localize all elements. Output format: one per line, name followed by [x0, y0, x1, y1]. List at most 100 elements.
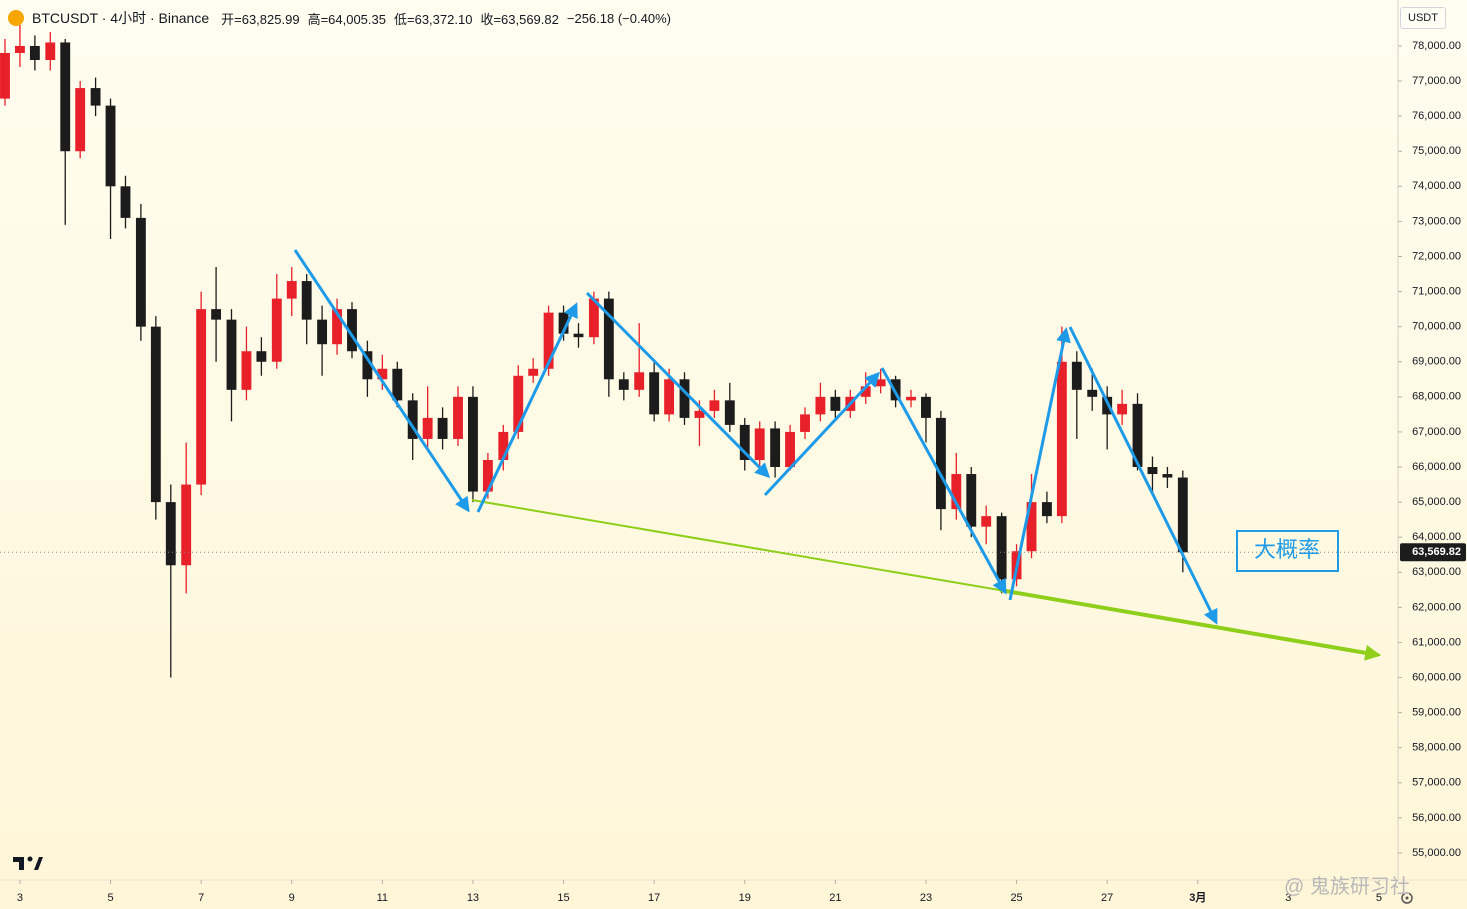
candle-body [996, 516, 1007, 580]
candle-body [1162, 474, 1173, 478]
candle-body [1056, 361, 1067, 517]
y-tick-label: 59,000.00 [1412, 707, 1461, 719]
candle-body [14, 45, 25, 53]
candle-body [679, 379, 690, 418]
candle-body [29, 45, 40, 60]
candle-body [966, 474, 977, 527]
y-tick-label: 56,000.00 [1412, 812, 1461, 824]
y-tick-label: 78,000.00 [1412, 40, 1461, 52]
candle-body [558, 312, 569, 334]
candle-body [60, 42, 71, 152]
y-tick-label: 55,000.00 [1412, 847, 1461, 859]
y-tick-label: 62,000.00 [1412, 601, 1461, 613]
y-tick-label: 77,000.00 [1412, 75, 1461, 87]
candle-body [75, 88, 86, 152]
candle-body [105, 105, 116, 187]
candle-body [226, 319, 237, 390]
y-tick-label: 69,000.00 [1412, 356, 1461, 368]
ohlc-low: 低=63,372.10 [394, 11, 473, 27]
trend-line-arrow [999, 588, 1382, 661]
candle-body [951, 474, 962, 510]
candle-body [0, 52, 10, 99]
candle-body [830, 396, 841, 411]
candle-body [437, 417, 448, 439]
x-tick-label: 25 [1010, 892, 1022, 904]
arrow [880, 367, 1007, 595]
candle-body [181, 484, 192, 566]
candle-body [407, 400, 418, 439]
y-tick-label: 63,000.00 [1412, 566, 1461, 578]
candle-body [649, 372, 660, 415]
x-tick-label: 15 [557, 892, 569, 904]
y-tick-label: 74,000.00 [1412, 180, 1461, 192]
candle-body [286, 281, 297, 299]
candle-body [513, 375, 524, 432]
candle-body [45, 42, 56, 60]
ohlc-high: 高=64,005.35 [307, 11, 386, 27]
candle-body [603, 298, 614, 380]
x-tick-label: 3 [17, 892, 23, 904]
y-tick-label: 65,000.00 [1412, 496, 1461, 508]
x-tick-label: 3月 [1189, 891, 1206, 904]
candle-body [332, 309, 342, 345]
candle-body [422, 417, 433, 439]
candle-body [498, 431, 509, 460]
y-tick-label: 60,000.00 [1412, 671, 1461, 683]
candle-body [1102, 396, 1113, 415]
candle-body [1041, 502, 1052, 517]
y-tick-label: 70,000.00 [1412, 321, 1461, 333]
candle-body [618, 379, 629, 390]
candle-body [90, 88, 101, 106]
last-price-box [1400, 543, 1466, 562]
y-tick-label: 73,000.00 [1412, 215, 1461, 227]
y-tick-label: 72,000.00 [1412, 250, 1461, 262]
annotation-box [1236, 530, 1339, 572]
candles [0, 24, 1188, 678]
symbol-icon [8, 10, 24, 26]
candle-body [573, 333, 584, 338]
candle-body [588, 298, 599, 338]
x-tick-label: 21 [829, 892, 841, 904]
candle-body [1132, 403, 1143, 468]
x-tick-label: 17 [648, 892, 660, 904]
candle-body [468, 396, 478, 492]
candle-body [1026, 502, 1037, 552]
candle-body [120, 186, 131, 218]
currency-button[interactable]: USDT [1400, 7, 1446, 29]
y-tick-label: 67,000.00 [1412, 426, 1461, 438]
candle-body [1071, 361, 1082, 390]
y-tick-label: 58,000.00 [1412, 742, 1461, 754]
last-price-label: 63,569.82 [1412, 546, 1461, 558]
candle-body [634, 372, 645, 390]
ohlc-change: −256.18 (−0.40%) [566, 10, 671, 26]
x-tick-label: 19 [739, 892, 751, 904]
candle-body [906, 396, 916, 401]
symbol-title: BTCUSDT · 4小时 · Binance [32, 10, 210, 26]
ohlc-open: 开=63,825.99 [221, 11, 300, 27]
x-tick-label: 5 [107, 892, 113, 904]
candle-body [800, 414, 810, 432]
x-tick-label: 23 [920, 892, 932, 904]
candle-body [362, 351, 373, 380]
candle-body [196, 309, 207, 485]
settings-icon[interactable] [1401, 892, 1413, 904]
arrow [293, 249, 470, 513]
candle-body [724, 400, 735, 425]
candle-body [921, 396, 931, 418]
candle-body [860, 386, 871, 397]
y-tick-label: 68,000.00 [1412, 391, 1461, 403]
candle-body [739, 424, 750, 460]
candle-body [482, 460, 493, 492]
candle-body [694, 410, 705, 418]
candle-body [347, 309, 357, 352]
candle-body [875, 379, 886, 387]
candle-body [528, 368, 539, 376]
candle-body [1177, 477, 1188, 553]
candle-body [754, 428, 765, 460]
annotations: 大概率 [293, 249, 1382, 661]
candle-body [392, 368, 403, 401]
candle-body [709, 400, 720, 411]
candle-body [770, 428, 781, 468]
